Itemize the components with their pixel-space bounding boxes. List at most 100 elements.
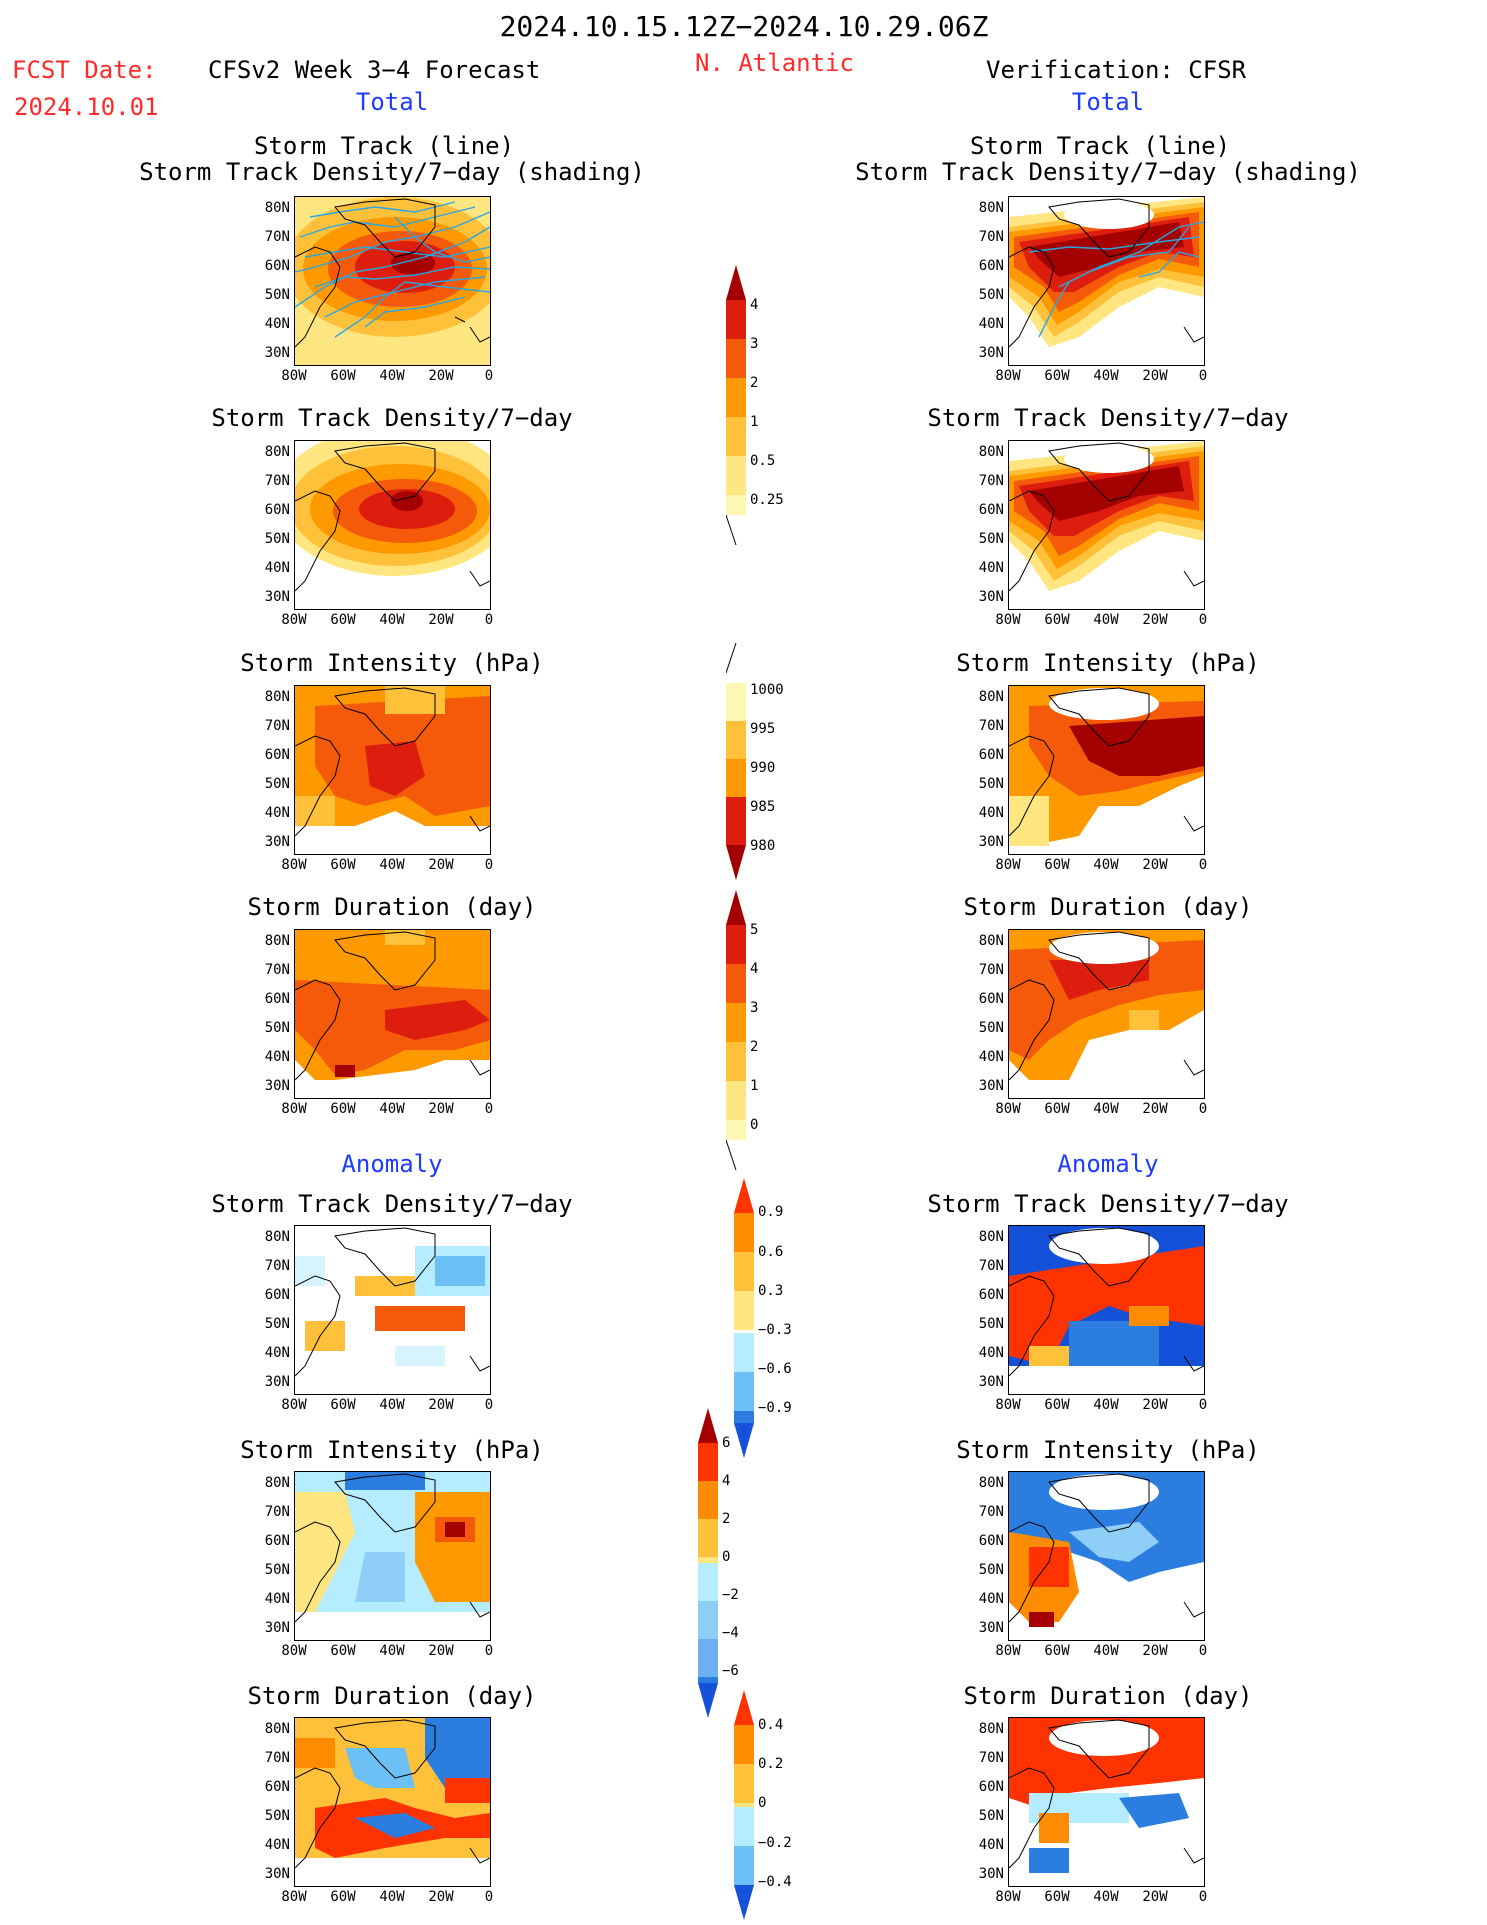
lon-tick: 20W xyxy=(1142,1889,1168,1905)
title-density-right: Storm Track Density/7−day xyxy=(927,404,1289,432)
lon-tick: 40W xyxy=(379,857,405,873)
lat-tick: 60N xyxy=(978,747,1004,763)
lon-tick: 20W xyxy=(428,1889,454,1905)
lon-tick: 40W xyxy=(1093,857,1119,873)
colorbar-density-anom: 0.9 0.6 0.3 −0.3 −0.6 −0.9 xyxy=(734,1178,792,1462)
lon-tick: 60W xyxy=(1044,1889,1070,1905)
lat-tick: 80N xyxy=(978,444,1004,460)
lat-tick: 40N xyxy=(264,805,290,821)
map-area xyxy=(1008,440,1205,610)
lon-tick: 80W xyxy=(281,1643,307,1659)
lon-tick: 0 xyxy=(484,1889,494,1905)
colorbar-label: 6 xyxy=(722,1435,731,1451)
map-area xyxy=(294,1471,491,1641)
title-density-left: Storm Track Density/7−day xyxy=(211,404,573,432)
title-intensity-right: Storm Intensity (hPa) xyxy=(956,649,1260,677)
lon-tick: 20W xyxy=(1142,1101,1168,1117)
colorbar-label: 2 xyxy=(750,375,759,391)
lon-tick: 40W xyxy=(379,1889,405,1905)
lat-tick: 80N xyxy=(978,689,1004,705)
lat-tick: 30N xyxy=(978,1374,1004,1390)
title-density-anom-right: Storm Track Density/7−day xyxy=(927,1190,1289,1218)
map-area xyxy=(294,1717,491,1887)
lon-tick: 20W xyxy=(1142,1643,1168,1659)
lat-tick: 40N xyxy=(978,1591,1004,1607)
lon-tick: 60W xyxy=(1044,1101,1070,1117)
lat-tick: 80N xyxy=(978,200,1004,216)
colorbar-label: 0.3 xyxy=(758,1283,784,1299)
lon-tick: 20W xyxy=(428,1643,454,1659)
lon-tick: 0 xyxy=(484,368,494,384)
lat-tick: 60N xyxy=(978,991,1004,1007)
lon-tick: 80W xyxy=(995,1101,1021,1117)
lat-tick: 70N xyxy=(978,1504,1004,1520)
lat-tick: 50N xyxy=(978,531,1004,547)
lat-tick: 60N xyxy=(978,1287,1004,1303)
lon-tick: 0 xyxy=(484,857,494,873)
colorbar-label: −6 xyxy=(722,1663,739,1679)
forecast-title: CFSv2 Week 3−4 Forecast xyxy=(208,56,541,84)
lat-tick: 40N xyxy=(264,1837,290,1853)
lat-tick: 30N xyxy=(264,1374,290,1390)
lat-tick: 80N xyxy=(264,689,290,705)
title-duration-anom-right: Storm Duration (day) xyxy=(963,1682,1253,1710)
lon-tick: 60W xyxy=(1044,857,1070,873)
colorbar-label: 0 xyxy=(722,1549,731,1565)
lat-tick: 50N xyxy=(978,776,1004,792)
lat-tick: 60N xyxy=(264,1779,290,1795)
colorbar-label: 0.4 xyxy=(758,1717,784,1733)
lat-tick: 50N xyxy=(264,1808,290,1824)
lat-tick: 30N xyxy=(264,1866,290,1882)
lat-tick: 50N xyxy=(264,776,290,792)
lat-tick: 70N xyxy=(264,1750,290,1766)
lat-tick: 30N xyxy=(978,1866,1004,1882)
fcst-date-label: FCST Date: xyxy=(12,56,157,84)
lon-tick: 80W xyxy=(281,612,307,628)
map-area xyxy=(294,196,491,366)
lon-tick: 20W xyxy=(1142,1397,1168,1413)
lat-tick: 70N xyxy=(978,473,1004,489)
title-track-line-left: Storm Track (line) xyxy=(253,132,515,160)
colorbar-label: 5 xyxy=(750,922,759,938)
colorbar-label: −0.4 xyxy=(758,1874,792,1890)
lat-tick: 30N xyxy=(264,1620,290,1636)
lat-tick: 40N xyxy=(264,560,290,576)
fcst-date-value: 2024.10.01 xyxy=(14,93,159,121)
lon-tick: 80W xyxy=(281,1101,307,1117)
lat-tick: 80N xyxy=(978,1229,1004,1245)
title-track-shading-left: Storm Track Density/7−day (shading) xyxy=(139,158,645,186)
lon-tick: 40W xyxy=(1093,368,1119,384)
lon-tick: 40W xyxy=(1093,1101,1119,1117)
lon-tick: 0 xyxy=(1198,612,1208,628)
lat-tick: 50N xyxy=(264,531,290,547)
lon-tick: 40W xyxy=(1093,612,1119,628)
lon-tick: 60W xyxy=(330,368,356,384)
lat-tick: 60N xyxy=(264,991,290,1007)
lat-tick: 30N xyxy=(978,1078,1004,1094)
lon-tick: 0 xyxy=(484,1397,494,1413)
lat-tick: 70N xyxy=(978,1750,1004,1766)
lon-tick: 20W xyxy=(1142,612,1168,628)
lat-tick: 70N xyxy=(264,229,290,245)
lon-tick: 20W xyxy=(428,368,454,384)
map-area xyxy=(1008,1225,1205,1395)
lat-tick: 70N xyxy=(264,1504,290,1520)
lat-tick: 80N xyxy=(264,1721,290,1737)
map-area xyxy=(1008,685,1205,855)
colorbar-label: 3 xyxy=(750,336,759,352)
colorbar-label: 1000 xyxy=(750,682,784,698)
lon-tick: 80W xyxy=(281,857,307,873)
map-area xyxy=(1008,1717,1205,1887)
lat-tick: 50N xyxy=(978,287,1004,303)
lon-tick: 40W xyxy=(379,1101,405,1117)
lon-tick: 0 xyxy=(1198,857,1208,873)
lon-tick: 20W xyxy=(428,612,454,628)
colorbar-label: 0.25 xyxy=(750,492,784,508)
lon-tick: 0 xyxy=(1198,1643,1208,1659)
colorbar-label: 990 xyxy=(750,760,776,776)
lon-tick: 0 xyxy=(1198,1397,1208,1413)
colorbar-label: 985 xyxy=(750,799,776,815)
lon-tick: 60W xyxy=(1044,368,1070,384)
title-duration-anom-left: Storm Duration (day) xyxy=(247,1682,537,1710)
lon-tick: 40W xyxy=(1093,1643,1119,1659)
